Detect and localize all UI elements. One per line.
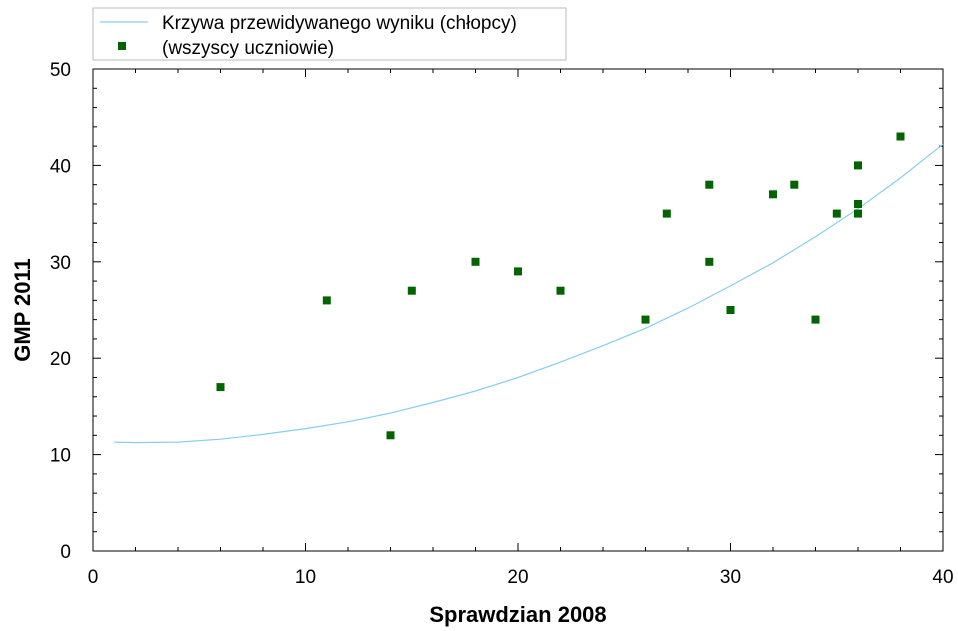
y-tick-label: 40 (50, 156, 71, 177)
y-tick-label: 0 (60, 542, 71, 563)
legend-label-curve: Krzywa przewidywanego wyniku (chłopcy) (162, 13, 517, 34)
legend: Krzywa przewidywanego wyniku (chłopcy) (… (92, 7, 567, 61)
x-tick-label: 40 (932, 567, 953, 588)
x-axis-title: Sprawdzian 2008 (429, 602, 606, 627)
data-point (514, 267, 522, 276)
y-axis-title: GMP 2011 (10, 258, 35, 362)
series-points (216, 132, 905, 440)
y-tick-label: 20 (50, 349, 71, 370)
x-tick-label: 30 (720, 567, 741, 588)
y-tick-label: 30 (50, 253, 71, 274)
x-tick-label: 0 (88, 567, 99, 588)
data-point (662, 209, 671, 218)
data-point (769, 190, 777, 199)
data-point (790, 180, 799, 189)
x-tick-label: 10 (295, 567, 316, 588)
series-lines (114, 143, 944, 444)
data-point (322, 296, 331, 305)
data-point (832, 209, 841, 218)
prediction-curve (114, 143, 944, 444)
tick-labels: 0 10 20 30 40 0 10 20 30 40 50 (50, 60, 954, 588)
plot-area (92, 68, 944, 552)
legend-box (92, 7, 567, 61)
data-point (854, 200, 862, 208)
legend-marker-swatch (118, 42, 126, 50)
data-point (705, 180, 714, 189)
data-point (556, 286, 565, 295)
data-point (854, 161, 862, 170)
data-point (705, 257, 714, 266)
data-point (896, 132, 905, 141)
x-tick-label: 20 (507, 567, 528, 588)
legend-label-points: (wszyscy uczniowie) (162, 38, 334, 59)
data-point (471, 257, 480, 266)
axis-ticks (92, 68, 944, 552)
data-point (641, 315, 650, 324)
y-tick-label: 50 (50, 60, 71, 81)
data-point (386, 431, 395, 440)
data-point (726, 306, 735, 314)
y-tick-label: 10 (50, 446, 71, 467)
data-point (407, 286, 416, 295)
data-point (216, 383, 225, 392)
data-point (854, 209, 862, 218)
data-point (811, 315, 820, 324)
